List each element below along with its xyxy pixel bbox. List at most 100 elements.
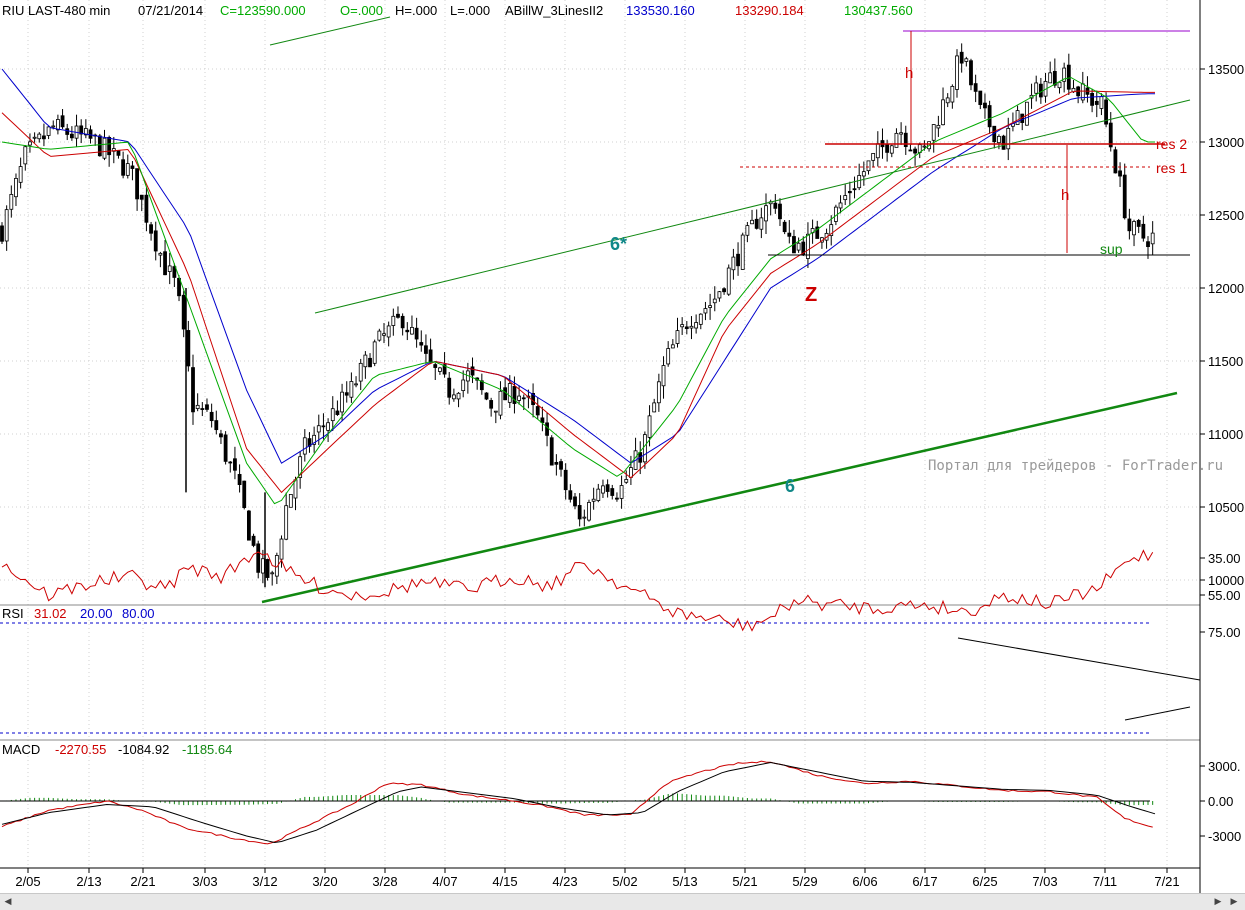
candle-body (172, 266, 177, 278)
scroll-end-icon[interactable]: ▶ (1230, 897, 1238, 907)
candle-body (754, 218, 759, 229)
candle-body (1127, 218, 1132, 232)
candle-body (60, 115, 65, 128)
candle-body (969, 60, 973, 86)
scroll-right-icon[interactable]: ▶ (1214, 897, 1222, 907)
candle-body (1015, 110, 1020, 125)
candle-body (568, 490, 573, 500)
candle-body (191, 367, 195, 413)
x-tick-label: 3/03 (192, 874, 217, 889)
candle-body (493, 410, 498, 413)
annotation-res2: res 2 (1156, 136, 1187, 152)
candle-body (344, 392, 349, 396)
candle-body (512, 386, 517, 404)
candle-body (447, 377, 452, 398)
candle-body (247, 510, 251, 541)
annotation-z: Z (805, 284, 817, 306)
x-tick-label: 2/21 (130, 874, 155, 889)
candle-body (28, 141, 32, 146)
header-date: 07/21/2014 (138, 3, 203, 18)
candle-body (1062, 67, 1067, 82)
candle-body (610, 488, 615, 496)
moving-average-line (1, 68, 1155, 464)
candle-body (354, 383, 358, 386)
candle-body (377, 330, 382, 341)
candle-body (605, 484, 610, 492)
header-close: C=123590.000 (220, 3, 306, 18)
candle-body (83, 128, 88, 136)
candle-body (1048, 72, 1053, 84)
moving-average-line (1, 90, 1155, 494)
candle-body (181, 294, 186, 330)
candle-body (708, 305, 713, 308)
macd-tick-label: 0.00 (1208, 794, 1233, 809)
x-tick-label: 3/12 (252, 874, 277, 889)
candle-body (270, 572, 275, 575)
candle-body (1118, 170, 1122, 177)
candle-body (615, 497, 619, 500)
header-line3-value: 130437.560 (844, 3, 913, 18)
rsi-line (1, 549, 1154, 632)
header-low: L=.000 (450, 3, 490, 18)
candle-body (852, 188, 857, 191)
candle-body (391, 315, 396, 326)
candle-body (722, 288, 726, 293)
candle-body (624, 479, 629, 483)
candle-body (302, 437, 307, 455)
candle-body (158, 252, 163, 256)
candle-body (167, 265, 172, 272)
x-tick-label: 4/15 (492, 874, 517, 889)
scroll-left-icon[interactable]: ◀ (4, 897, 12, 907)
x-tick-label: 5/13 (672, 874, 697, 889)
macd-histogram (6, 793, 1154, 806)
candle-body (978, 90, 983, 105)
candle-body (759, 217, 764, 230)
price-panel: RIU LAST-480 min 07/21/2014 C=123590.000… (0, 3, 1244, 604)
macd-panel: MACD -2270.55 -1084.92 -1185.64 3000. 0.0… (0, 739, 1241, 845)
rsi-low: 20.00 (80, 606, 113, 621)
candle-body (1090, 92, 1095, 106)
price-tick-label: 13500 (1208, 62, 1244, 77)
candle-body (316, 425, 321, 433)
candle-body (200, 408, 205, 410)
candle-body (1052, 70, 1057, 86)
candle-body (260, 558, 265, 574)
candle-body (102, 137, 107, 159)
macd-v1: -2270.55 (55, 742, 106, 757)
candle-body (214, 420, 219, 431)
candle-body (545, 422, 549, 436)
candle-body (321, 425, 326, 428)
candle-body (237, 474, 242, 486)
candle-body (97, 135, 102, 157)
candle-body (861, 171, 866, 177)
candle-body (135, 168, 139, 200)
x-tick-label: 6/25 (972, 874, 997, 889)
candle-body (219, 433, 223, 438)
candle-body (279, 538, 284, 560)
candle-body (358, 362, 363, 382)
candle-body (629, 467, 633, 478)
candle-body (675, 330, 680, 344)
horizontal-scrollbar[interactable]: ◀ ▶ ▶ (0, 893, 1245, 910)
x-tick-label: 6/17 (912, 874, 937, 889)
candle-body (65, 128, 70, 135)
x-tick-label: 5/29 (792, 874, 817, 889)
candle-body (796, 242, 801, 251)
price-tick-label: 10000 (1208, 573, 1244, 588)
rsi-value: 31.02 (34, 606, 67, 621)
candle-body (233, 458, 237, 471)
candle-body (577, 505, 582, 520)
candle-body (14, 178, 18, 198)
candle-body (1104, 99, 1108, 125)
candle-body (1024, 101, 1029, 126)
candle-body (731, 256, 736, 271)
candle-body (1094, 100, 1099, 105)
candle-body (1006, 127, 1011, 150)
candle-body (56, 119, 60, 131)
x-tick-label: 5/21 (732, 874, 757, 889)
candle-body (298, 456, 303, 478)
annotation-h-mid: h (1061, 187, 1069, 204)
rsi-tick-label: 55.00 (1208, 588, 1241, 603)
candle-body (875, 143, 880, 159)
candle-body (372, 341, 377, 364)
